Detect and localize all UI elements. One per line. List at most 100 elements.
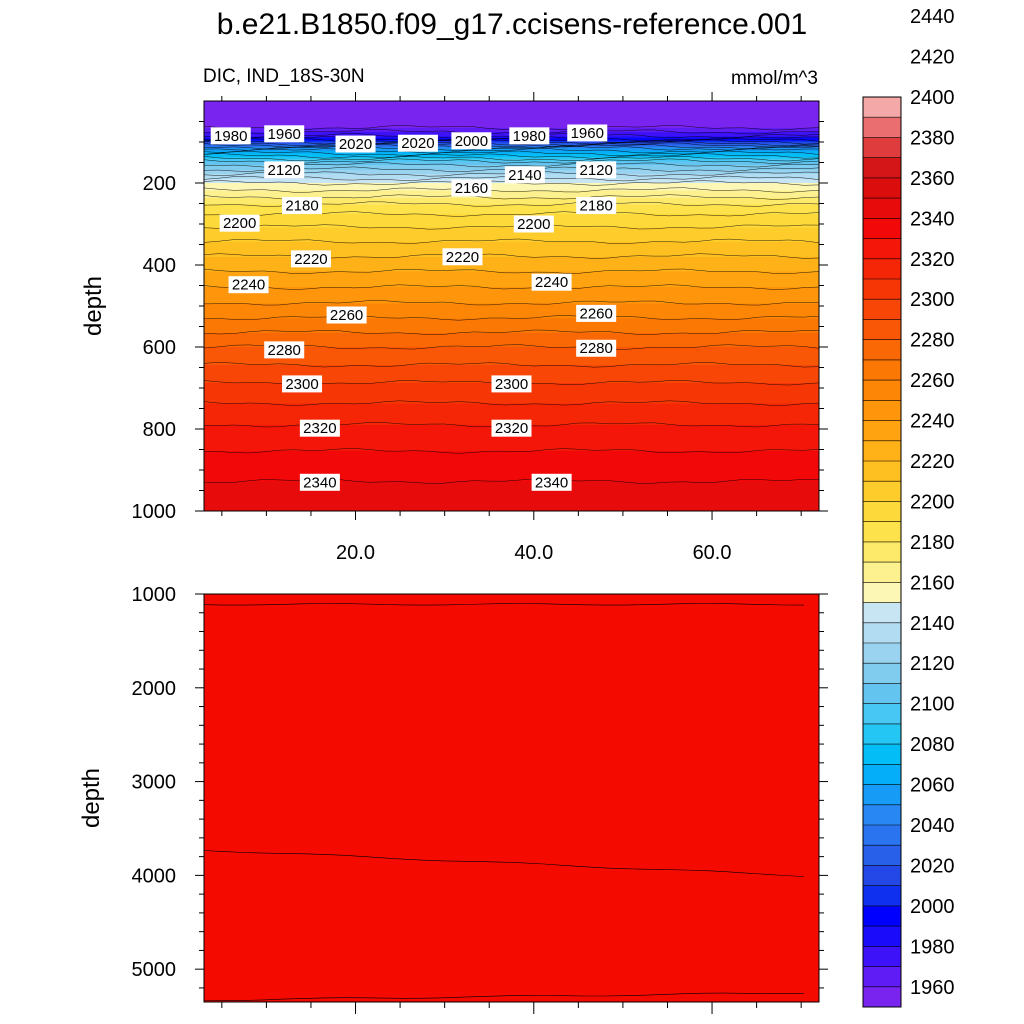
colorbar-swatch — [863, 238, 901, 260]
contour-label: 2340 — [299, 473, 340, 491]
contour-label: 2260 — [576, 304, 617, 322]
contour-line — [203, 284, 820, 290]
contour-label-text: 2280 — [579, 340, 612, 357]
contour-label-text: 2220 — [294, 251, 327, 268]
colorbar-swatch — [863, 157, 901, 179]
colorbar-swatch — [863, 359, 901, 381]
colorbar-swatch — [863, 804, 901, 826]
colorbar-tick-label: 2440 — [910, 6, 955, 28]
y-tick-label: 5000 — [132, 959, 177, 981]
contour-line — [203, 362, 820, 368]
contour-label-box — [335, 135, 376, 153]
contour-label: 2240 — [531, 273, 572, 291]
colorbar-swatch — [863, 986, 901, 1008]
colorbar-tick-label: 2200 — [910, 491, 955, 513]
contour-line — [203, 156, 820, 162]
contour-line — [203, 238, 820, 245]
contour-label: 2000 — [451, 132, 492, 150]
colorbar-swatch — [863, 177, 901, 199]
contour-label-text: 2340 — [535, 474, 568, 491]
colorbar-swatch — [863, 885, 901, 907]
lower-panel: 1000 2000 3000 4000 5000 — [132, 584, 828, 1014]
colorbar-swatch — [863, 137, 901, 159]
lower-panel-ticks: 1000 2000 3000 4000 5000 — [132, 584, 828, 1014]
contour-label: 2300 — [491, 375, 532, 393]
contour-label-text: 2020 — [339, 136, 372, 153]
contour-label-text: 1980 — [513, 128, 546, 145]
contour-label-text: 2140 — [508, 167, 541, 184]
contour-label: 2320 — [299, 419, 340, 437]
contour-label-text: 2340 — [303, 474, 336, 491]
colorbar-swatch — [863, 258, 901, 280]
contour-label: 2140 — [504, 166, 545, 184]
contour-label-box — [264, 341, 305, 359]
contour-label: 2340 — [531, 473, 572, 491]
colorbar-tick-label: 2080 — [910, 734, 955, 756]
contour-label-box — [491, 419, 532, 437]
contour-label-box — [299, 419, 340, 437]
upper-contour-lines — [203, 125, 820, 484]
colorbar-tick-label: 2360 — [910, 168, 955, 190]
colorbar-tick-label: 2420 — [910, 47, 955, 69]
colorbar-swatch — [863, 966, 901, 988]
contour-label: 1960 — [264, 125, 305, 143]
colorbar-swatch — [863, 622, 901, 644]
contour-line — [203, 400, 820, 406]
contour-line — [203, 268, 820, 274]
colorbar-swatch — [863, 461, 901, 482]
contour-label-text: 2260 — [330, 307, 363, 324]
colorbar-tick-label: 2300 — [910, 289, 955, 311]
colorbar-tick-label: 2380 — [910, 127, 955, 149]
contour-label: 2220 — [290, 250, 331, 268]
contour-label: 2200 — [219, 214, 260, 232]
lower-panel-fill — [204, 594, 819, 1002]
contour-label-box — [451, 132, 492, 150]
contour-label-text: 2160 — [455, 180, 488, 197]
lower-contour-lines — [203, 603, 805, 1001]
chart-units: mmol/m^3 — [731, 68, 818, 89]
contour-label-text: 1960 — [571, 125, 604, 142]
contour-label: 1960 — [567, 124, 608, 142]
y-tick-label: 400 — [143, 255, 176, 277]
y-tick-label: 3000 — [132, 772, 177, 794]
colorbar-swatch — [863, 703, 901, 725]
contour-label-box — [264, 125, 305, 143]
contour-line — [203, 187, 820, 193]
contour-label-text: 1960 — [268, 126, 301, 143]
contour-label-box — [299, 473, 340, 491]
y-tick-label: 800 — [143, 419, 176, 441]
colorbar-swatch — [863, 481, 901, 502]
colorbar-tick-label: 2260 — [910, 370, 955, 392]
y-tick-label: 1000 — [132, 501, 177, 523]
contour-label-box — [290, 250, 331, 268]
colorbar-tick-label: 2020 — [910, 855, 955, 877]
contour-label: 2220 — [442, 248, 483, 266]
contour-line — [203, 344, 820, 350]
contour-label-box — [531, 473, 572, 491]
colorbar-swatch — [863, 865, 901, 887]
colorbar-swatch — [863, 602, 901, 624]
x-tick-label: 20.0 — [336, 542, 375, 564]
colorbar-tick-label: 2140 — [910, 613, 955, 635]
colorbar: 1960 1980 2000 2020 2040 2060 2080 2100 2120 2140… — [862, 6, 955, 1008]
contour-line — [203, 315, 820, 321]
colorbar-swatch — [863, 825, 901, 846]
contour-line — [203, 142, 820, 148]
colorbar-swatch — [863, 420, 901, 442]
colorbar-tick-label: 2120 — [910, 653, 955, 675]
colorbar-swatch — [863, 521, 901, 543]
contour-label: 2200 — [513, 215, 554, 233]
contour-label-box — [531, 273, 572, 291]
contour-line — [203, 153, 820, 159]
colorbar-swatch — [863, 198, 901, 219]
contour-label: 2300 — [282, 375, 323, 393]
contour-label-box — [576, 304, 617, 322]
colorbar-tick-label: 2100 — [910, 694, 955, 716]
colorbar-swatch — [863, 562, 901, 583]
colorbar-swatch — [863, 380, 901, 401]
contour-line — [203, 224, 820, 230]
contour-label-box — [451, 179, 492, 197]
colorbar-swatch — [863, 440, 901, 462]
colorbar-swatch — [863, 218, 901, 239]
